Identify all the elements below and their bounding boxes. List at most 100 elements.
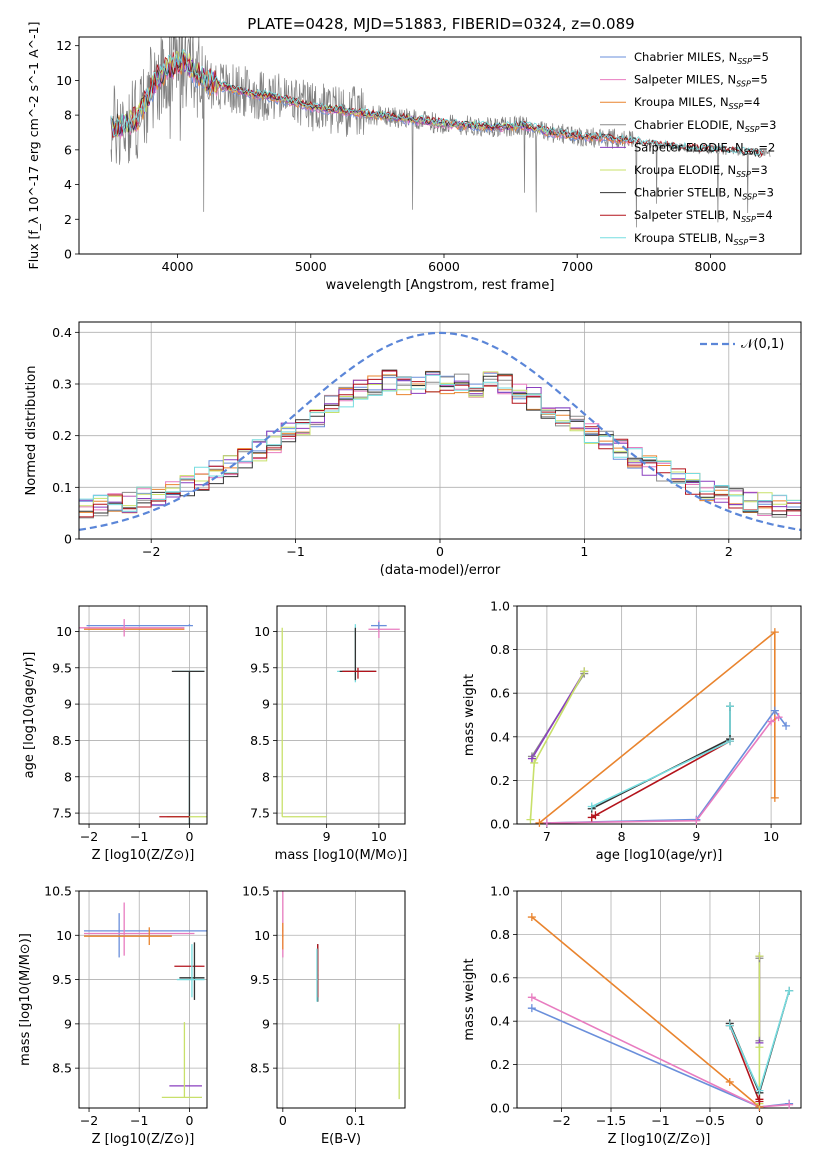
x-tick-label: 9 [323, 829, 331, 844]
legend-model-name: Kroupa STELIB, N [634, 231, 734, 245]
y-tick-label: 0.4 [52, 325, 72, 340]
legend-subscript: SSP [741, 215, 756, 224]
y-tick-label: 9.5 [250, 660, 270, 675]
x-tick-label: −1 [130, 829, 148, 844]
legend-model-name: Chabrier ELODIE, N [634, 118, 745, 132]
histogram-kroupa-stelib [79, 374, 801, 512]
y-axis-label: mass [log10(M/M⊙)] [18, 933, 33, 1066]
point-kroupa-elodie [161, 1022, 202, 1099]
weight-marker-kroupa-stelib [725, 1021, 734, 1030]
weight-marker-salpeter-miles [692, 816, 701, 825]
y-tick-label: 10 [56, 73, 72, 88]
panel-mass-Z: −2 −1 0 8.5 9 9.5 10 10.5 Z [log10(Z/Z⊙)] mass [l… [18, 884, 208, 1147]
y-tick-label: 8.5 [52, 733, 72, 748]
x-tick-label: 0 [755, 1113, 763, 1128]
weight-marker-salpeter-miles [767, 717, 776, 726]
y-tick-label: 10.5 [242, 884, 270, 899]
legend-subscript: SSP [744, 147, 759, 156]
axes: −2 −1 0 8.5 9 9.5 10 10.5 Z [log10(Z/Z⊙)] mass [l… [18, 884, 208, 1147]
y-tick-label: 0.4 [490, 1014, 510, 1029]
plot-area [79, 331, 801, 531]
y-tick-label: 8.5 [250, 1061, 270, 1076]
y-tick-label: 0.8 [490, 642, 510, 657]
x-tick-label: 2 [725, 544, 733, 559]
point-chabrier-miles [86, 624, 193, 627]
axes-frame [78, 605, 208, 825]
x-tick-label: 0 [436, 544, 444, 559]
y-tick-label: 0.2 [490, 773, 510, 788]
point-kroupa-elodie [398, 1023, 400, 1100]
weight-line-salpeter-miles [546, 716, 779, 824]
y-tick-label: 10 [56, 624, 72, 639]
y-tick-label: 9 [64, 1016, 72, 1031]
point-kroupa-elodie [281, 627, 327, 818]
weight-marker-kroupa-stelib [726, 702, 734, 711]
legend-model-name: Kroupa MILES, N [634, 95, 729, 109]
plot-area [529, 630, 787, 824]
weight-line-kroupa-miles [538, 630, 776, 824]
weight-marker-kroupa-stelib [755, 1086, 764, 1095]
spectrum-y-axis-label: Flux [f_λ 10^-17 erg cm^-2 s^-1 A^-1] [26, 22, 41, 270]
weight-marker-chabrier-miles [527, 1004, 536, 1013]
legend-label-chabrier-stelib: Chabrier STELIB, NSSP=3 [634, 186, 774, 202]
x-axis-label: Z [log10(Z/Z⊙)] [92, 1132, 195, 1147]
x-tick-label: 5000 [295, 259, 327, 274]
legend-model-name: Kroupa ELODIE, N [634, 163, 736, 177]
point-kroupa-miles [282, 922, 284, 950]
weight-line-chabrier-stelib [591, 706, 731, 810]
legend-model-name: Salpeter STELIB, N [634, 208, 741, 222]
x-tick-label: −2 [80, 829, 98, 844]
y-tick-label: 4 [64, 177, 72, 192]
legend-model-name: Chabrier MILES, N [634, 50, 737, 64]
legend-subscript: SSP [729, 102, 744, 111]
weight-marker-kroupa-miles [527, 913, 536, 922]
legend-label-kroupa-stelib: Kroupa STELIB, NSSP=3 [634, 231, 765, 247]
x-tick-label: 1 [580, 544, 588, 559]
grid [277, 606, 405, 824]
x-tick-label: −2 [552, 1113, 570, 1128]
y-tick-label: 9.5 [250, 972, 270, 987]
weight-marker-salpeter-miles [785, 1100, 794, 1109]
x-axis-label: E(B-V) [321, 1132, 361, 1147]
y-tick-label: 2 [64, 212, 72, 227]
y-axis-label: mass weight [462, 674, 477, 756]
panel-mass-EBV: 0 0.1 8.5 9 9.5 10 10.5 E(B-V) [242, 884, 406, 1147]
legend-nssp: =4 [756, 208, 773, 222]
legend-nssp: =4 [743, 95, 760, 109]
x-tick-label: 0 [185, 1113, 193, 1128]
weight-line-kroupa-miles [531, 916, 760, 1108]
plot-area [79, 619, 207, 824]
y-tick-label: 0.6 [490, 970, 510, 985]
y-tick-label: 0.1 [52, 480, 72, 495]
x-tick-label: −1 [130, 1113, 148, 1128]
legend-label-salpeter-elodie: Salpeter ELODIE, NSSP=2 [634, 140, 775, 156]
panel-age-mass: 9 10 7.5 8 8.5 9 9.5 10 mass [log10(M/M⊙)] [250, 605, 407, 863]
weight-marker-salpeter-elodie [527, 754, 536, 763]
y-tick-label: 6 [64, 142, 72, 157]
legend-subscript: SSP [737, 57, 752, 66]
legend-nssp: =3 [760, 118, 777, 132]
x-tick-label: 8000 [695, 259, 727, 274]
y-tick-label: 12 [56, 38, 72, 53]
plot-area [110, 37, 771, 228]
y-axis-label: mass weight [462, 958, 477, 1040]
legend-nssp: =5 [752, 50, 769, 64]
axes-frame [516, 890, 802, 1109]
weight-marker-kroupa-stelib [785, 986, 794, 995]
legend-label-normal: 𝒩(0,1) [741, 337, 784, 352]
plot-area [84, 902, 207, 1099]
axes: 7 8 9 10 0.0 0.2 0.4 0.6 0.8 1.0 age [log10(age/yr… [462, 599, 802, 863]
panel-weight-age: 7 8 9 10 0.0 0.2 0.4 0.6 0.8 1.0 age [log10(age/yr… [462, 599, 802, 863]
panel-spectrum: 4000 5000 6000 7000 8000 0 2 4 6 8 10 12 wavelength … [56, 36, 802, 293]
x-tick-label: 10 [763, 829, 779, 844]
axes: −2 −1.5 −1 −0.5 0 0.0 0.2 0.4 0.6 0.8 1.0 Z [log10(… [462, 884, 802, 1147]
axes-frame [276, 605, 406, 825]
legend-nssp: =5 [751, 73, 768, 87]
x-axis-label: age [log10(age/yr)] [596, 848, 723, 863]
weight-marker-kroupa-miles [725, 1077, 734, 1086]
weight-line-salpeter-stelib [591, 740, 731, 819]
weight-marker-salpeter-miles [527, 993, 536, 1002]
weight-marker-kroupa-miles [770, 793, 779, 802]
